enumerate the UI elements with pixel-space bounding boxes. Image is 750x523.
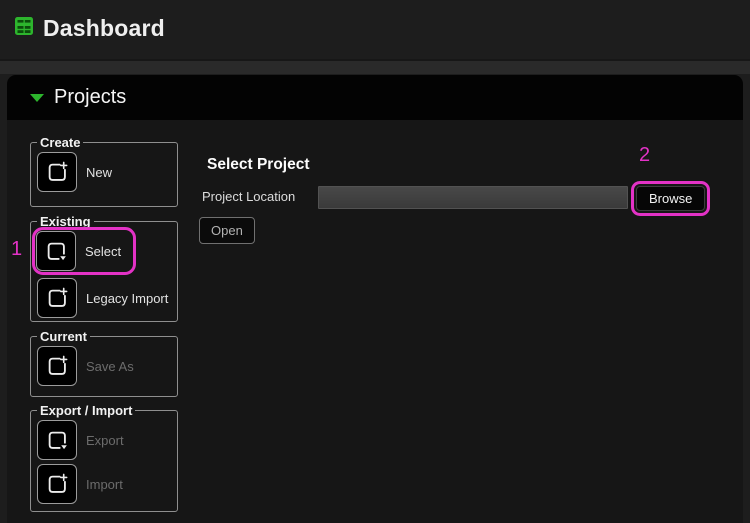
dashboard-grid-icon [14,16,34,41]
project-location-label: Project Location [202,189,296,204]
group-existing: Existing Select [30,214,178,322]
select-project-button[interactable] [36,231,76,271]
select-project-row: Select [32,227,172,275]
page-title: Dashboard [43,15,165,41]
triangle-down-icon[interactable] [30,93,44,102]
select-project-label: Select [85,243,122,259]
select-project-icon [48,431,67,450]
new-project-icon [48,287,68,307]
save-as-row: Save As [37,346,172,386]
annotation-step-1: 1 [11,238,23,260]
projects-panel: Projects Create New Existing [7,75,743,523]
open-button[interactable]: Open [199,217,255,244]
group-export-import: Export / Import Export Import [30,403,178,512]
annotation-step-2: 2 [639,144,651,166]
group-create: Create New [30,135,178,207]
export-button[interactable] [37,420,77,460]
legacy-import-row: Legacy Import [37,278,172,318]
group-current-legend: Current [40,329,87,344]
legacy-import-button[interactable] [37,278,77,318]
export-label: Export [86,432,124,448]
group-existing-legend: Existing [40,214,91,229]
import-label: Import [86,476,123,492]
select-project-icon [47,242,66,261]
app-header: Dashboard [0,0,750,57]
save-as-button[interactable] [37,346,77,386]
projects-section-header[interactable]: Projects [7,75,743,120]
save-as-label: Save As [86,358,134,374]
new-project-icon [48,473,68,493]
projects-section-title: Projects [54,86,127,108]
import-button[interactable] [37,464,77,504]
step-1-highlight-ring: Select [32,227,137,275]
select-project-heading: Select Project [207,156,310,173]
project-location-input[interactable] [318,186,628,209]
browse-button[interactable]: Browse [636,186,706,211]
new-project-label: New [86,164,113,180]
group-export-import-legend: Export / Import [40,403,133,418]
new-project-button[interactable] [37,152,77,192]
header-divider [0,59,750,74]
new-project-icon [48,355,68,375]
new-project-icon [48,161,68,181]
new-project-row: New [37,152,172,192]
export-row: Export [37,420,172,460]
group-create-legend: Create [40,135,81,150]
step-2-highlight-ring: Browse [631,181,711,216]
legacy-import-label: Legacy Import [86,290,169,306]
import-row: Import [37,464,172,504]
group-current: Current Save As [30,329,178,397]
